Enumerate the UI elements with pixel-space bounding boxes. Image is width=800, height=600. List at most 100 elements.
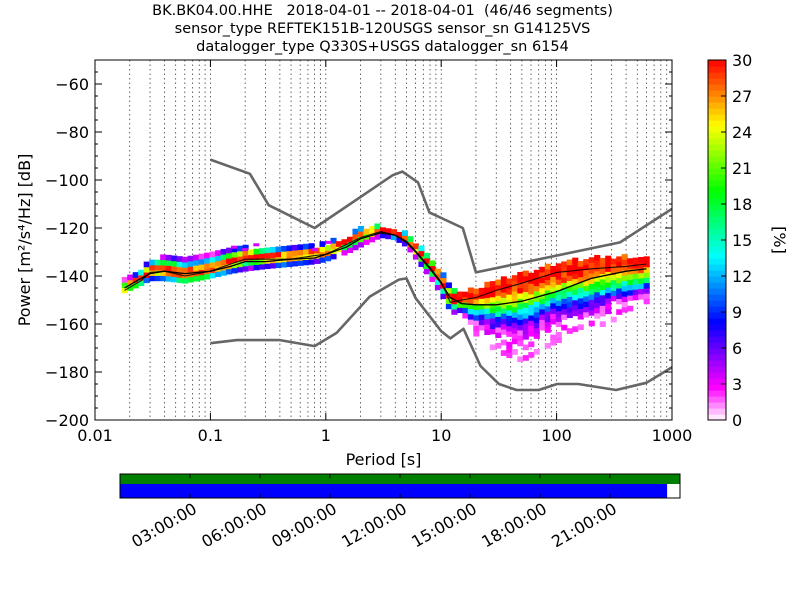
density-cell [621, 291, 628, 297]
density-cell [495, 284, 502, 291]
density-cell [385, 233, 392, 240]
density-cell [632, 289, 639, 295]
density-cell [500, 302, 507, 309]
density-cell [363, 228, 370, 235]
density-cell [517, 324, 524, 331]
colorbar-segment [708, 198, 726, 205]
density-cell [550, 334, 557, 341]
density-cell [616, 266, 623, 273]
density-cell [539, 314, 546, 320]
density-cell [143, 261, 150, 268]
density-cell [599, 257, 606, 264]
density-cell [627, 305, 634, 312]
density-cell [528, 293, 535, 300]
density-cell [154, 264, 161, 271]
density-cell [511, 312, 518, 318]
density-cell [616, 277, 623, 284]
density-cell [215, 271, 222, 278]
density-cell [638, 267, 645, 274]
grid [94, 60, 668, 420]
density-cell [363, 239, 370, 245]
density-cell [522, 328, 529, 335]
density-cell [500, 292, 507, 298]
density-outlier [253, 243, 260, 247]
density-cell [511, 306, 518, 313]
density-cell [539, 303, 546, 310]
density-cell [583, 290, 590, 297]
density-cell [522, 318, 529, 324]
density-cell [231, 251, 238, 258]
density-cell [577, 308, 584, 315]
density-cell [522, 275, 529, 282]
colorbar-segment [708, 138, 726, 145]
density-cell [638, 283, 645, 290]
density-cell [368, 236, 376, 243]
density-cell [495, 342, 502, 349]
density-cell [594, 254, 601, 261]
density-cell [522, 286, 529, 293]
density-cell [286, 250, 293, 257]
density-cell [171, 271, 178, 278]
density-cell [462, 302, 469, 308]
density-cell [511, 301, 518, 308]
density-cell [599, 321, 606, 327]
density-cell [259, 248, 266, 254]
density-cell [572, 278, 579, 285]
density-cell [528, 288, 535, 295]
density-cell [489, 328, 496, 335]
density-cell [467, 292, 474, 299]
density-cell [539, 272, 546, 278]
density-cell [599, 279, 606, 285]
density-cell [138, 269, 145, 276]
density-cell [495, 290, 502, 296]
density-cell [451, 303, 458, 310]
density-cell [533, 312, 540, 318]
density-cell [517, 282, 524, 289]
density-cell [627, 295, 634, 301]
colorbar-segment [708, 216, 726, 223]
density-cell [275, 262, 282, 268]
density-cell [533, 296, 540, 302]
density-cell [544, 263, 551, 270]
density-cell [588, 278, 595, 285]
density-cell [566, 312, 573, 319]
density-cell [643, 272, 650, 278]
density-cell [522, 302, 529, 308]
density-cell [171, 255, 178, 262]
density-cell [451, 293, 458, 299]
density-cell [550, 297, 557, 304]
colorbar-segment [708, 162, 726, 169]
density-cell [643, 298, 650, 305]
density-cell [506, 315, 513, 322]
density-cell [588, 310, 595, 316]
colorbar-tick-label: 15 [732, 231, 752, 250]
density-cell [286, 245, 293, 252]
density-cell [599, 284, 606, 291]
colorbar-tick-label: 0 [732, 411, 742, 430]
density-cell [132, 272, 139, 278]
density-cell [231, 257, 238, 263]
density-cell [297, 249, 304, 256]
density-cell [616, 293, 623, 300]
density-cell [187, 261, 194, 267]
density-cell [215, 255, 222, 262]
density-cell [506, 341, 513, 348]
density-cell [341, 249, 348, 256]
density-cell [566, 307, 573, 313]
density-cell [506, 325, 513, 332]
density-cell [594, 260, 601, 266]
density-cell [314, 258, 321, 264]
density-cell [506, 304, 513, 311]
density-cell [566, 264, 573, 271]
density-cell [632, 278, 639, 285]
density-cell [632, 273, 639, 280]
density-cell [522, 291, 529, 298]
density-cell [352, 234, 359, 240]
density-cell [489, 323, 496, 330]
density-cell [165, 270, 172, 277]
density-cell [511, 327, 518, 334]
y-tick-label: −60 [55, 75, 89, 94]
density-cell [528, 352, 535, 358]
mode-curve-line [124, 231, 647, 304]
